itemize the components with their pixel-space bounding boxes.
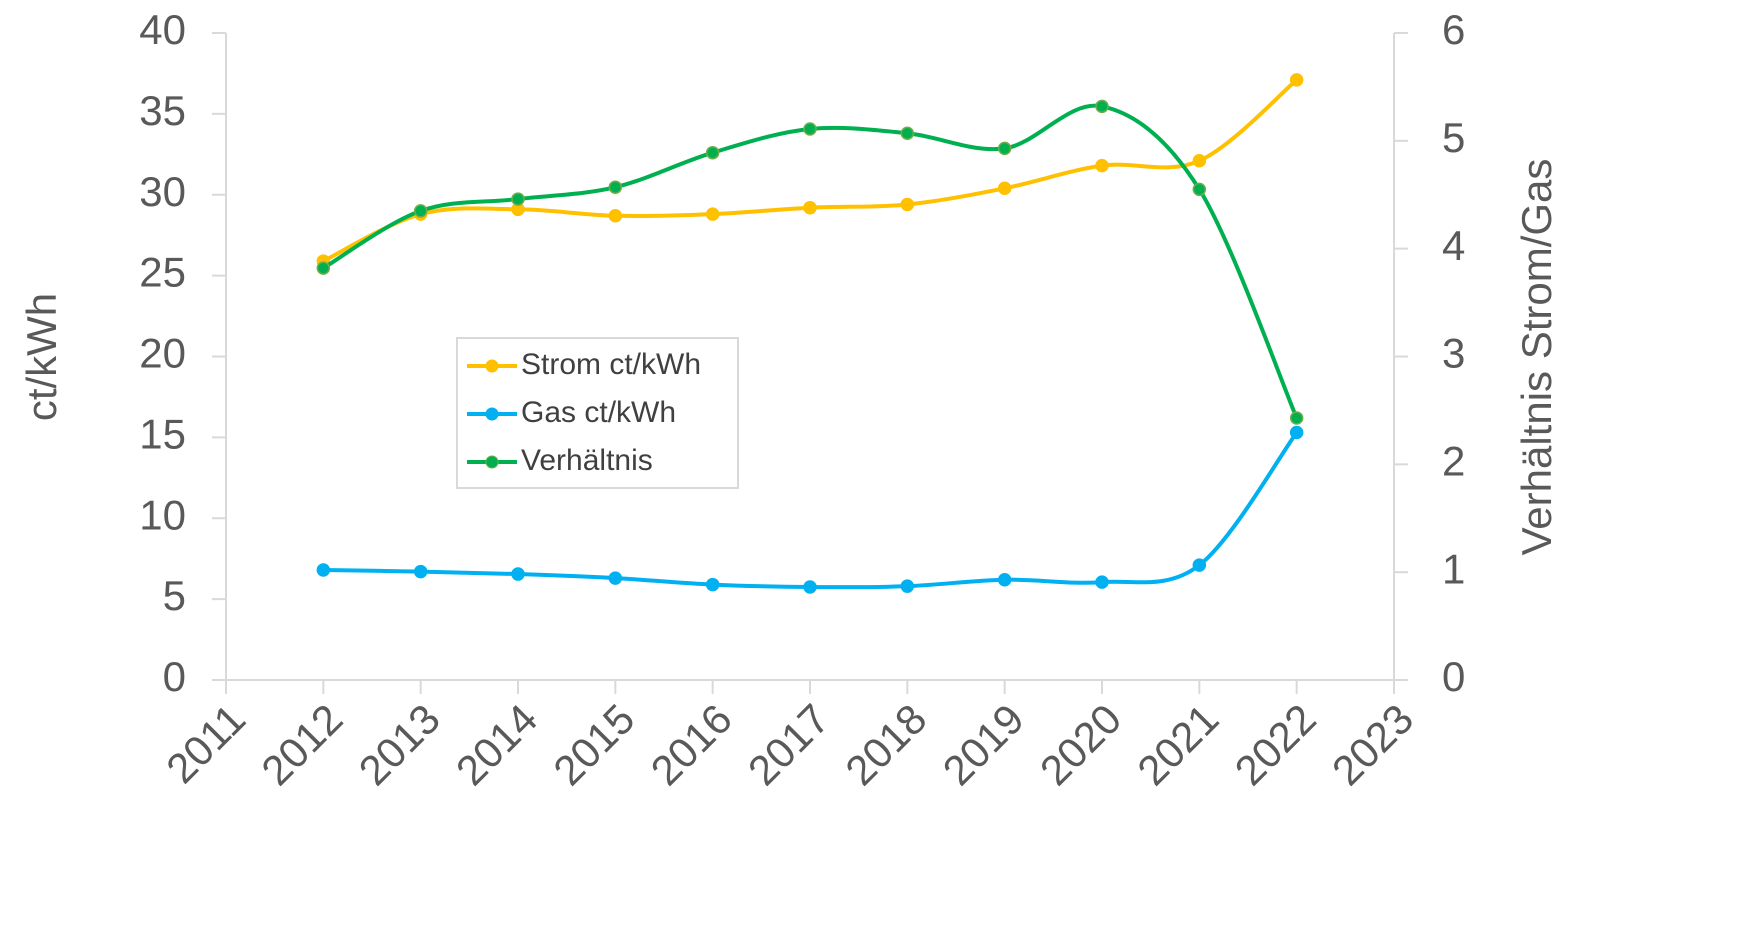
series-marker	[1192, 182, 1207, 197]
series-marker	[608, 571, 623, 585]
series-marker	[608, 209, 623, 223]
series-line	[322, 78, 1298, 263]
legend-marker	[485, 359, 499, 373]
x-tick-label: 2012	[252, 695, 351, 794]
x-tick-label: 2016	[642, 695, 741, 794]
series-marker	[413, 204, 428, 218]
series-marker	[1192, 154, 1207, 168]
y-tick-label: 5	[163, 572, 186, 619]
y-tick-label: 0	[163, 653, 186, 700]
y2-tick-label: 4	[1442, 222, 1465, 269]
x-tick-label: 2020	[1031, 695, 1130, 794]
series-marker	[1095, 158, 1109, 173]
y-tick-label: 30	[139, 168, 186, 215]
legend-label: Verhältnis	[521, 444, 653, 477]
x-tick-label: 2021	[1128, 695, 1227, 794]
x-tick-label: 2018	[836, 695, 935, 794]
x-tick-label: 2015	[544, 695, 643, 794]
y-tick-label: 15	[139, 410, 186, 457]
series-line	[323, 431, 1299, 590]
series-marker	[1095, 575, 1109, 589]
x-tick-label: 2023	[1323, 695, 1422, 794]
series-marker	[803, 122, 817, 136]
x-tick-label: 2013	[350, 695, 449, 794]
x-tick-label: 2022	[1226, 695, 1325, 794]
y2-tick-label: 3	[1442, 330, 1465, 377]
series-marker	[803, 200, 817, 215]
series-marker	[1289, 73, 1304, 87]
series-marker	[316, 261, 331, 275]
legend: Strom ct/kWh Gas ct/kWh Verhältnis	[456, 337, 739, 489]
y-tick-label: 25	[139, 249, 186, 296]
series-marker	[705, 145, 720, 160]
series-marker	[316, 563, 331, 577]
legend-label: Strom ct/kWh	[521, 348, 701, 381]
series-marker	[900, 579, 915, 593]
series-marker	[900, 197, 915, 212]
y2-tick-label: 0	[1442, 653, 1465, 700]
y2-tick-label: 2	[1442, 437, 1465, 484]
series-marker	[1095, 99, 1109, 114]
series-marker	[413, 564, 428, 579]
x-tick-label: 2019	[934, 695, 1033, 794]
series-marker	[511, 567, 525, 581]
y2-axis-title: Verhältnis Strom/Gas	[1513, 159, 1560, 556]
y-tick-label: 35	[139, 87, 186, 134]
y-tick-label: 10	[139, 491, 186, 538]
series-marker	[608, 180, 623, 194]
y2-tick-label: 5	[1442, 114, 1465, 161]
series-marker	[1192, 558, 1207, 572]
x-tick-label: 2017	[739, 695, 838, 794]
series-marker	[1289, 411, 1304, 425]
legend-marker	[485, 455, 499, 469]
series-marker	[997, 181, 1012, 196]
series-marker	[511, 192, 525, 206]
series-marker	[1289, 425, 1304, 440]
x-tick-label: 2014	[447, 695, 546, 794]
series-marker	[900, 126, 915, 141]
y-tick-label: 40	[139, 6, 186, 53]
series-marker	[705, 207, 720, 221]
series-marker	[803, 580, 817, 594]
y-tick-label: 20	[139, 330, 186, 377]
x-tick-label: 2011	[157, 695, 254, 792]
y2-tick-label: 1	[1442, 545, 1465, 592]
series-marker	[997, 141, 1012, 156]
y-axis-title: ct/kWh	[18, 293, 65, 421]
legend-marker	[485, 407, 499, 421]
series-marker	[997, 572, 1012, 587]
series-line	[322, 103, 1299, 419]
legend-label: Gas ct/kWh	[521, 396, 676, 429]
series-marker	[705, 577, 720, 592]
y2-tick-label: 6	[1442, 6, 1465, 53]
